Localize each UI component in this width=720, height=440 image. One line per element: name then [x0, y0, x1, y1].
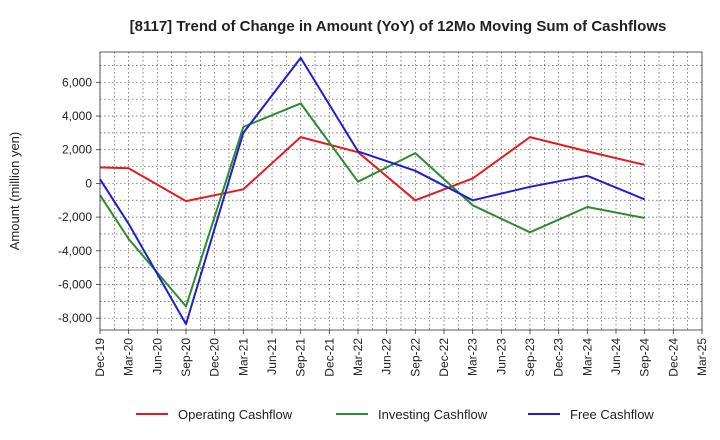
- gridlines: [99, 52, 703, 330]
- chart-title: [8117] Trend of Change in Amount (YoY) o…: [130, 18, 667, 35]
- y-tick-labels: -8,000 -6,000 -4,000 -2,000 0 2,000 4,000 6,000: [58, 75, 100, 325]
- y-tick-label: -2,000: [58, 210, 92, 224]
- y-tick-label: 2,000: [62, 143, 92, 157]
- x-tick-labels: Dec-19 Mar-20 Jun-20 Sep-20 Dec-20 Mar-21 Jun-…: [93, 330, 709, 377]
- x-tick-label: Mar-23: [466, 338, 480, 376]
- x-tick-label: Mar-20: [122, 338, 136, 376]
- x-tick-label: Dec-22: [437, 338, 451, 377]
- x-tick-label: Mar-21: [236, 338, 250, 376]
- x-tick-label: Jun-23: [494, 338, 508, 375]
- x-tick-label: Jun-21: [265, 338, 279, 375]
- y-tick-label: -6,000: [58, 278, 92, 292]
- legend-label-operating-cashflow: Operating Cashflow: [178, 407, 293, 422]
- x-tick-label: Sep-23: [523, 338, 537, 377]
- x-tick-label: Mar-22: [351, 338, 365, 376]
- x-tick-label: Sep-22: [408, 338, 422, 377]
- legend-label-free-cashflow: Free Cashflow: [570, 407, 654, 422]
- x-tick-label: Jun-24: [609, 338, 623, 375]
- x-tick-label: Mar-25: [695, 338, 709, 376]
- x-tick-label: Sep-24: [638, 338, 652, 377]
- y-tick-label: -4,000: [58, 244, 92, 258]
- x-tick-label: Sep-21: [294, 338, 308, 377]
- plot-frame: [99, 51, 703, 331]
- legend-label-investing-cashflow: Investing Cashflow: [378, 407, 488, 422]
- x-tick-label: Dec-24: [666, 338, 680, 377]
- x-tick-label: Sep-20: [179, 338, 193, 377]
- series-lines: [99, 56, 646, 326]
- legend: Operating Cashflow Investing Cashflow Free…: [136, 407, 654, 422]
- y-tick-label: -8,000: [58, 311, 92, 325]
- x-tick-label: Jun-22: [380, 338, 394, 375]
- x-tick-label: Jun-20: [150, 338, 164, 375]
- x-tick-label: Dec-19: [93, 338, 107, 377]
- y-tick-label: 0: [85, 176, 92, 190]
- series-line-investing-cashflow: [99, 102, 645, 308]
- x-tick-label: Mar-24: [580, 338, 594, 376]
- y-tick-label: 4,000: [62, 109, 92, 123]
- y-tick-label: 6,000: [62, 75, 92, 89]
- x-tick-label: Dec-23: [552, 338, 566, 377]
- series-line-free-cashflow: [99, 56, 646, 326]
- x-tick-label: Dec-20: [208, 338, 222, 377]
- x-tick-label: Dec-21: [322, 338, 336, 377]
- y-axis-label: Amount (million yen): [7, 132, 22, 251]
